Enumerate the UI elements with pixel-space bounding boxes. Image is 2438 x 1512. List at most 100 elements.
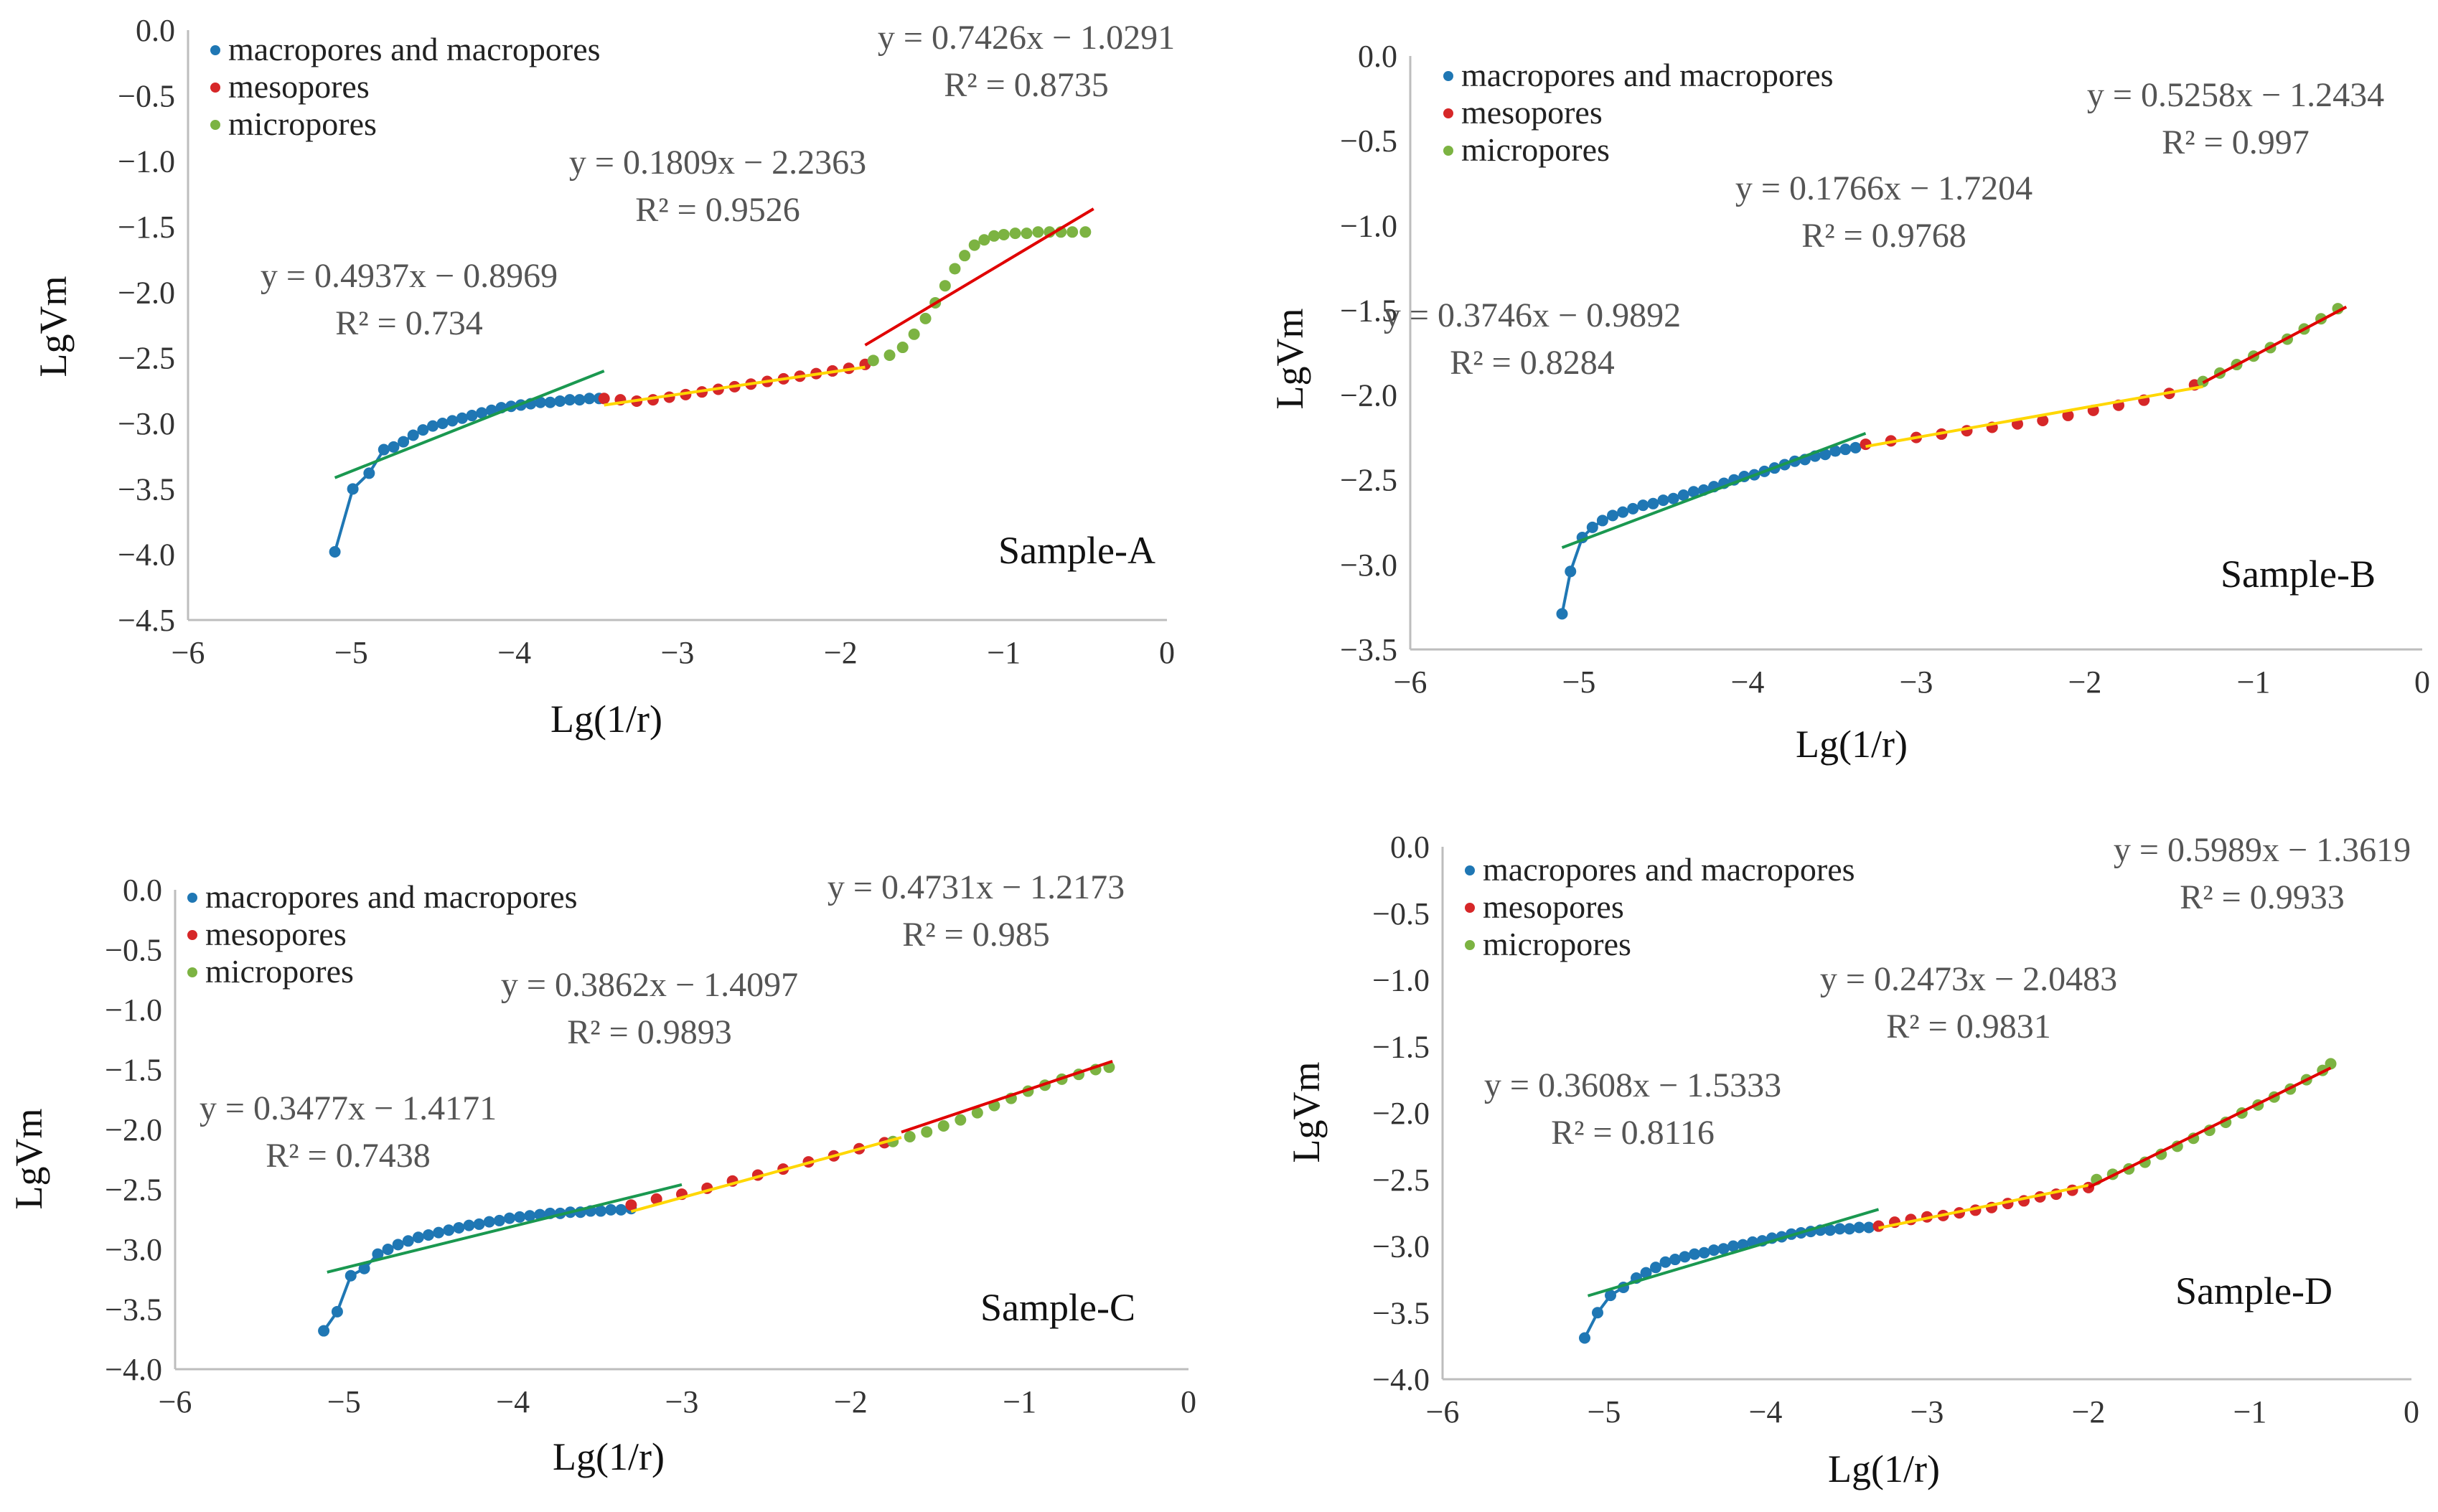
data-point-macropores — [329, 546, 341, 558]
x-axis-title: Lg(1/r) — [1828, 1447, 1940, 1490]
x-tick-label: 0 — [2414, 665, 2430, 700]
y-tick-label: −2.5 — [1340, 463, 1397, 498]
data-point-macropores — [1556, 608, 1568, 620]
data-point-macropores — [476, 407, 488, 419]
trendline-r-squared: R² = 0.9893 — [567, 1013, 731, 1051]
data-point-micropores — [939, 280, 951, 292]
trendline-equation: y = 0.3746x − 0.9892 — [1384, 296, 1681, 334]
y-tick-label: −2.0 — [118, 275, 175, 310]
data-point-macropores — [1669, 1254, 1681, 1266]
data-point-macropores — [1689, 1248, 1700, 1260]
y-tick-label: −2.0 — [1340, 378, 1397, 413]
trendline-r-squared: R² = 0.9933 — [2180, 878, 2344, 916]
data-point-macropores — [563, 394, 576, 406]
trendline-1 — [1587, 1208, 1880, 1297]
x-tick-label: −6 — [159, 1384, 192, 1419]
x-tick-label: −3 — [1910, 1394, 1944, 1429]
y-tick-label: −1.5 — [105, 1053, 162, 1088]
x-tick-label: −4 — [496, 1384, 530, 1419]
y-tick-label: −4.0 — [118, 537, 175, 573]
x-tick-label: −5 — [1562, 665, 1596, 700]
y-tick-label: −0.5 — [118, 78, 175, 113]
y-axis-title: LgVm — [1285, 1062, 1328, 1163]
legend-marker — [1443, 146, 1453, 156]
x-tick-label: −6 — [1426, 1394, 1460, 1429]
data-point-mesopores — [1860, 438, 1872, 451]
data-point-macropores — [358, 1262, 370, 1274]
y-tick-label: −0.5 — [1372, 896, 1430, 931]
data-point-macropores — [1605, 1290, 1616, 1302]
data-point-macropores — [1687, 486, 1699, 498]
trendline-r-squared: R² = 0.8735 — [944, 66, 1108, 104]
data-point-macropores — [1829, 445, 1842, 457]
data-point-macropores — [436, 418, 449, 429]
data-point-mesopores — [650, 1193, 662, 1205]
x-tick-label: −2 — [2072, 1394, 2106, 1429]
x-tick-label: −1 — [2233, 1394, 2267, 1429]
data-point-micropores — [955, 1114, 967, 1126]
data-point-macropores — [443, 1224, 455, 1236]
data-point-macropores — [347, 483, 359, 495]
x-tick-label: −3 — [661, 635, 695, 670]
x-tick-label: −2 — [2068, 665, 2102, 700]
data-point-macropores — [583, 393, 596, 405]
data-point-macropores — [483, 1216, 495, 1228]
trendline-equation: y = 0.4937x − 0.8969 — [261, 257, 558, 295]
legend-entry: macropores and macropores — [1483, 851, 1855, 888]
data-point-mesopores — [598, 393, 610, 405]
x-axis-title: Lg(1/r) — [550, 698, 662, 741]
chart-panel-1: 0.0−0.5−1.0−1.5−2.0−2.5−3.0−3.5−4.0−4.5−… — [32, 13, 1175, 741]
y-tick-label: −0.5 — [1340, 123, 1397, 159]
data-point-macropores — [453, 1221, 465, 1234]
x-tick-label: −6 — [172, 635, 205, 670]
data-point-micropores — [867, 354, 879, 367]
trendline-r-squared: R² = 0.9768 — [1801, 217, 1966, 255]
data-point-micropores — [883, 349, 896, 362]
data-point-micropores — [919, 312, 932, 324]
trendline-2 — [1865, 385, 2203, 449]
x-tick-label: −6 — [1394, 665, 1427, 700]
y-tick-label: −1.5 — [118, 210, 175, 245]
data-point-micropores — [978, 234, 990, 246]
data-point-macropores — [398, 436, 410, 448]
x-tick-label: −1 — [987, 635, 1021, 670]
sample-label: Sample-D — [2175, 1269, 2332, 1313]
data-point-macropores — [382, 1244, 394, 1255]
data-point-micropores — [1079, 226, 1092, 238]
y-tick-label: −4.0 — [105, 1352, 162, 1387]
legend-entry: micropores — [205, 953, 354, 990]
sample-label: Sample-B — [2221, 553, 2376, 596]
x-tick-label: −2 — [824, 635, 858, 670]
y-tick-label: −1.5 — [1372, 1029, 1430, 1064]
data-point-macropores — [1863, 1221, 1875, 1234]
data-point-macropores — [503, 1212, 515, 1224]
y-tick-label: 0.0 — [1390, 830, 1430, 865]
data-point-mesopores — [2062, 409, 2074, 421]
y-tick-label: −2.5 — [118, 341, 175, 376]
chart-panel-3: 0.0 −0.5 −1.0 −1.5 −2.0 −2.5 −3.0 −3.5 −4.0−6 −5 −… — [7, 868, 1196, 1478]
legend-marker — [210, 83, 220, 93]
y-tick-label: 0.0 — [123, 873, 162, 908]
legend-entry: micropores — [1461, 131, 1610, 168]
x-axis-title: Lg(1/r) — [1796, 723, 1908, 766]
data-point-macropores — [412, 1231, 424, 1244]
data-point-macropores — [417, 424, 429, 436]
legend-marker — [187, 930, 197, 940]
data-point-micropores — [959, 250, 971, 262]
x-axis-title: Lg(1/r) — [553, 1435, 665, 1478]
data-point-macropores — [456, 412, 468, 424]
data-point-macropores — [605, 1203, 617, 1216]
y-tick-label: −3.5 — [1340, 632, 1397, 667]
y-axis-title: LgVm — [1268, 309, 1311, 410]
x-tick-label: −3 — [665, 1384, 699, 1419]
data-point-macropores — [1627, 502, 1639, 515]
trendline-equation: y = 0.7426x − 1.0291 — [878, 19, 1175, 57]
trendline-equation: y = 0.3608x − 1.5333 — [1484, 1066, 1781, 1104]
legend-entry: macropores and macropores — [228, 31, 601, 67]
data-point-micropores — [2325, 1058, 2337, 1070]
trendline-2 — [604, 365, 866, 407]
legend-marker — [1465, 865, 1475, 875]
trendline-equation: y = 0.1809x − 2.2363 — [569, 144, 866, 182]
data-point-macropores — [595, 1205, 607, 1217]
data-point-macropores — [1679, 1251, 1691, 1263]
